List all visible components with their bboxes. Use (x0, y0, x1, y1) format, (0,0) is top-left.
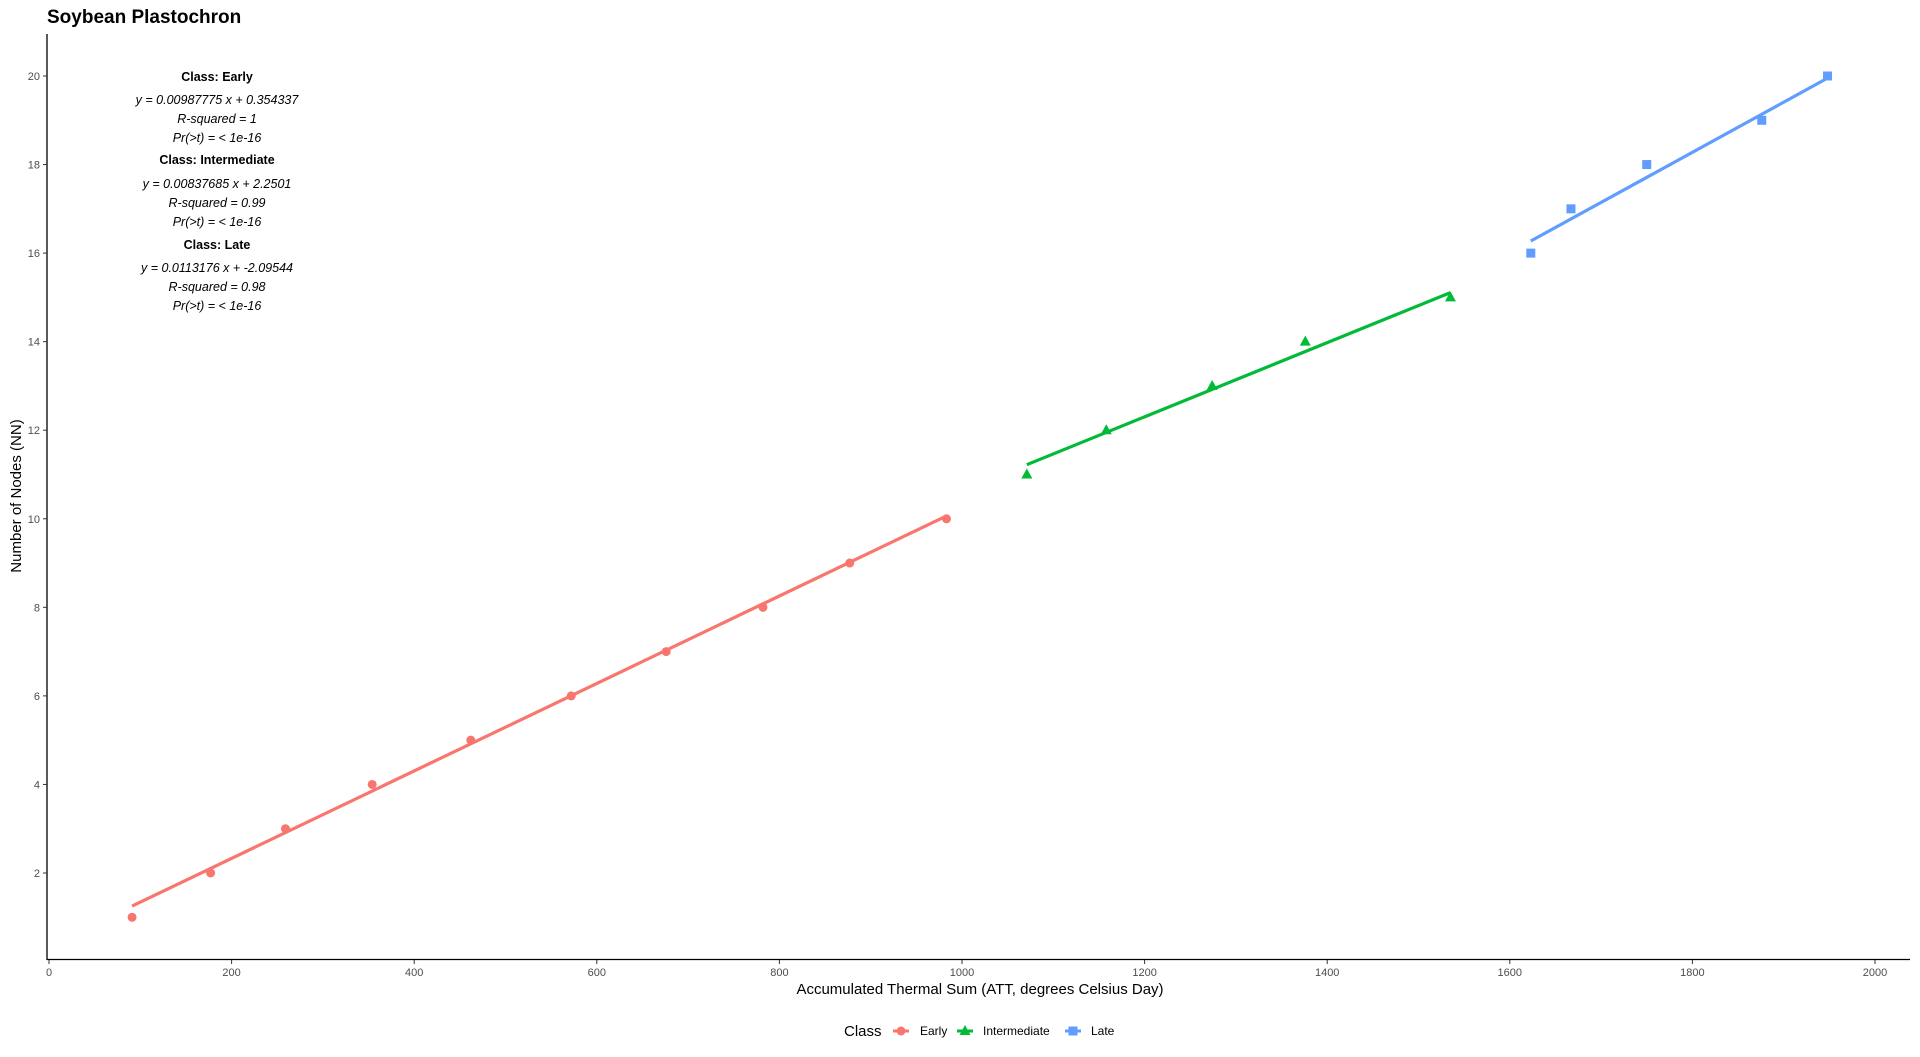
data-point-early (566, 691, 576, 701)
data-point-late (1526, 248, 1536, 258)
data-point-intermediate (1021, 468, 1033, 479)
y-tick-label: 6 (34, 691, 40, 703)
annotation-line: Pr(>t) = < 1e-16 (173, 299, 262, 313)
y-tick-label: 8 (34, 602, 40, 614)
x-tick-label: 1400 (1315, 967, 1339, 979)
data-point-early (127, 912, 137, 922)
x-tick-label: 1600 (1498, 967, 1522, 979)
legend: Class Early Intermediate Late (844, 1023, 1115, 1040)
data-point-late (1642, 160, 1652, 170)
annotation-line: y = 0.00837685 x + 2.2501 (142, 177, 292, 191)
x-tick-label: 1000 (950, 967, 974, 979)
data-point-early (466, 735, 476, 745)
x-axis-title: Accumulated Thermal Sum (ATT, degrees Ce… (796, 981, 1163, 998)
annotation-line: R-squared = 0.99 (169, 196, 266, 210)
x-tick-label: 1800 (1680, 967, 1704, 979)
data-point-late (1566, 204, 1576, 214)
y-axis-title: Number of Nodes (NN) (8, 419, 25, 572)
x-tick-label: 2000 (1863, 967, 1887, 979)
data-point-early (280, 824, 290, 834)
fit-line-intermediate (1026, 291, 1452, 467)
data-point-intermediate (1444, 291, 1456, 302)
legend-title: Class (844, 1023, 882, 1040)
data-point-early (206, 868, 216, 878)
y-tick-label: 12 (28, 425, 40, 437)
x-tick-label: 600 (588, 967, 606, 979)
x-tick-label: 0 (46, 967, 52, 979)
legend-label: Early (920, 1024, 947, 1038)
data-point-early (661, 647, 671, 657)
data-point-early (758, 602, 768, 612)
legend-label: Intermediate (983, 1024, 1050, 1038)
data-point-intermediate (1299, 335, 1311, 346)
y-tick-label: 14 (28, 337, 40, 349)
fit-line-early (131, 514, 948, 908)
annotation-line: R-squared = 0.98 (169, 280, 266, 294)
chart-title: Soybean Plastochron (47, 7, 241, 28)
y-tick-label: 18 (28, 160, 40, 172)
x-tick-label: 200 (222, 967, 240, 979)
legend-label: Late (1091, 1024, 1115, 1038)
legend-key-intermediate (959, 1025, 971, 1035)
data-point-early (367, 779, 377, 789)
annotation-line: R-squared = 1 (177, 112, 257, 126)
legend-key-late (1068, 1026, 1078, 1036)
legend-key-early (896, 1026, 906, 1036)
data-point-late (1757, 115, 1767, 125)
annotation-line: Pr(>t) = < 1e-16 (173, 215, 262, 229)
annotation-line: Class: Late (184, 238, 251, 252)
y-tick-label: 4 (34, 779, 40, 791)
annotation-line: Class: Early (181, 70, 253, 84)
x-tick-label: 800 (770, 967, 788, 979)
y-tick-label: 10 (28, 514, 40, 526)
data-point-late (1823, 71, 1833, 81)
annotation-line: y = 0.00987775 x + 0.354337 (135, 93, 300, 107)
fit-line-late (1530, 76, 1829, 243)
y-tick-label: 2 (34, 868, 40, 880)
data-point-intermediate (1206, 379, 1218, 390)
x-tick-label: 400 (405, 967, 423, 979)
annotation-line: Class: Intermediate (159, 153, 274, 167)
annotation-line: Pr(>t) = < 1e-16 (173, 131, 262, 145)
y-tick-label: 20 (28, 71, 40, 83)
data-point-early (941, 514, 951, 524)
annotation-line: y = 0.0113176 x + -2.09544 (140, 261, 293, 275)
data-point-intermediate (1100, 424, 1112, 435)
x-tick-label: 1200 (1132, 967, 1156, 979)
y-tick-label: 16 (28, 248, 40, 260)
data-point-early (845, 558, 855, 568)
